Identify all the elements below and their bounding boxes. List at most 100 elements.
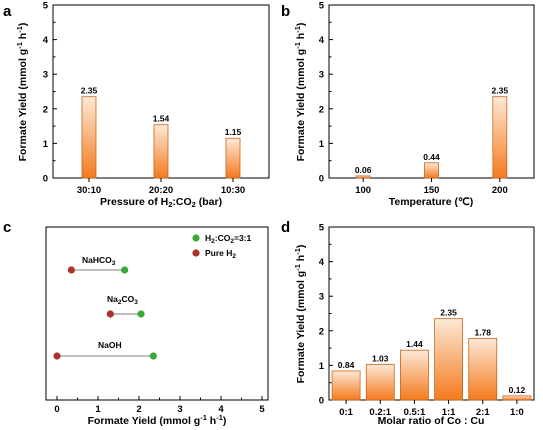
panel-a-x-title: Pressure of H2:CO2 (bar) xyxy=(100,196,222,209)
panel-a-bars: 2.35 1.54 1.15 xyxy=(81,86,242,179)
panel-c-point-pure-h2 xyxy=(106,310,114,318)
panel-b-y-tick-label: 1 xyxy=(319,139,325,150)
panel-a-y-axis: 0 1 2 3 4 5 xyxy=(43,1,57,185)
panel-b-x-tick-label: 100 xyxy=(355,185,371,196)
panel-d-bar xyxy=(434,318,463,401)
panel-d-y-title: Formate Yield (mmol g-1 h-1) xyxy=(293,245,307,384)
panel-a-data-label: 1.54 xyxy=(153,114,170,124)
panel-d-data-label: 0.84 xyxy=(338,360,355,370)
panel-letter-c: c xyxy=(3,219,11,236)
row-label-naoh: NaOH xyxy=(98,340,122,350)
panel-a-x-tick-label: 30:10 xyxy=(77,185,101,196)
panel-b-y-tick-label: 5 xyxy=(319,1,325,12)
panel-d-y-tick-label: 2 xyxy=(319,326,324,337)
panel-d-bar xyxy=(400,349,429,401)
panel-d-bar xyxy=(468,338,498,401)
panel-d-y-tick-label: 4 xyxy=(319,257,325,268)
panel-d-data-label: 1.78 xyxy=(474,327,491,337)
panel-d-bar xyxy=(365,363,395,401)
panel-d-x-tick-label: 1:0 xyxy=(510,407,524,418)
panel-b-x-axis: 100 150 200 xyxy=(355,178,508,196)
panel-a-data-label: 2.35 xyxy=(81,86,98,96)
panel-b-data-label: 0.06 xyxy=(355,165,372,175)
panel-c-point-pure-h2 xyxy=(53,352,61,360)
panel-a-y-title: Formate Yield (mmol g-1 h-1) xyxy=(15,23,29,162)
panel-b-y-tick-label: 4 xyxy=(319,35,325,46)
panel-c-x-tick-label: 1 xyxy=(95,404,101,415)
panel-a-y-tick-label: 4 xyxy=(43,35,49,46)
panel-b-y-tick-label: 2 xyxy=(319,104,324,115)
panel-d-data-label: 0.12 xyxy=(509,385,526,395)
panel-d-x-tick-label: 0.5:1 xyxy=(404,407,426,418)
panel-d-y-tick-label: 5 xyxy=(319,223,325,234)
panel-c-x-tick-label: 2 xyxy=(136,404,141,415)
panel-d-y-tick-label: 3 xyxy=(319,292,324,303)
panel-d-chart: 0 1 2 3 4 5 0.84 1.03 1.44 2.35 1.78 0.12 0:1 0.2:1… xyxy=(293,223,535,427)
panel-a-y-tick-label: 5 xyxy=(43,1,49,12)
panel-c-point-h2co2 xyxy=(149,352,157,360)
panel-b-chart: 0 1 2 3 4 5 0.06 0.44 2.35 100 150 200 Temperatur… xyxy=(293,1,535,208)
panel-d-x-tick-label: 2:1 xyxy=(476,407,490,418)
panel-c-point-h2co2 xyxy=(137,310,145,318)
panel-d-data-label: 1.44 xyxy=(406,339,423,349)
panel-d-data-label: 1.03 xyxy=(372,353,389,363)
panel-b-y-axis: 0 1 2 3 4 5 xyxy=(319,1,333,185)
panel-a-x-axis: 30:10 20:20 10:30 xyxy=(77,178,245,196)
panel-b-bar xyxy=(492,96,508,179)
panel-b-y-tick-label: 3 xyxy=(319,70,324,81)
panel-c-point-pure-h2 xyxy=(67,266,75,274)
panel-c-rows xyxy=(53,266,157,360)
legend-label-h2co2: H2:CO2=3:1 xyxy=(205,233,252,245)
panel-letter-a: a xyxy=(3,3,12,20)
panel-b-x-tick-label: 200 xyxy=(492,185,508,196)
panel-c-frame xyxy=(45,226,269,401)
panel-a-y-tick-label: 3 xyxy=(43,70,48,81)
panel-c-x-axis: 0 1 2 3 4 5 xyxy=(54,396,265,415)
row-label-na2co3: Na2CO3 xyxy=(107,294,138,306)
panel-a-y-tick-label: 1 xyxy=(43,139,49,150)
panel-c-legend: H2:CO2=3:1 Pure H2 xyxy=(192,233,252,260)
panel-a-bar xyxy=(225,137,241,179)
row-label-nahco3: NaHCO3 xyxy=(82,255,116,267)
panel-d-bar xyxy=(331,370,361,401)
panel-a-x-tick-label: 10:30 xyxy=(221,185,245,196)
panel-d-bar xyxy=(502,395,532,401)
legend-marker-h2co2 xyxy=(192,234,200,242)
panel-b-bars: 0.06 0.44 2.35 xyxy=(355,86,509,179)
panel-d-x-tick-label: 0:1 xyxy=(339,407,353,418)
panel-a-bar xyxy=(153,124,169,179)
panel-c-x-tick-label: 0 xyxy=(54,404,59,415)
panel-b-x-tick-label: 150 xyxy=(424,185,440,196)
panel-b-bar xyxy=(355,175,371,179)
panel-d-y-axis: 0 1 2 3 4 5 xyxy=(319,223,333,407)
panel-d-x-title: Molar ratio of Co : Cu xyxy=(378,415,485,427)
panel-b-y-title: Formate Yield (mmol g-1 h-1) xyxy=(293,23,307,162)
legend-label-pure-h2: Pure H2 xyxy=(205,248,236,260)
panel-d-y-tick-label: 1 xyxy=(319,361,325,372)
panel-d-data-label: 2.35 xyxy=(440,308,457,318)
panel-a-data-label: 1.15 xyxy=(225,127,242,137)
panel-letter-b: b xyxy=(281,3,290,20)
panel-letter-d: d xyxy=(281,219,290,236)
panel-c-x-title: Formate Yield (mmol g-1 h-1) xyxy=(88,413,227,427)
panel-b-x-title: Temperature (℃) xyxy=(389,196,474,208)
panel-a-chart: 0 1 2 3 4 5 2.35 1.54 1.15 30:10 20:20 10:30 Pres… xyxy=(15,1,270,209)
legend-marker-pure-h2 xyxy=(192,249,200,257)
panel-b-data-label: 2.35 xyxy=(492,86,509,96)
panel-a-y-tick-label: 0 xyxy=(43,174,48,185)
panel-d-x-axis: 0:1 0.2:1 0.5:1 1:1 2:1 1:0 xyxy=(339,400,524,418)
panel-b-bar xyxy=(424,162,439,179)
panel-c-x-tick-label: 3 xyxy=(177,404,182,415)
panel-b-y-tick-label: 0 xyxy=(319,174,324,185)
panel-c-x-tick-label: 5 xyxy=(259,404,265,415)
panel-a-x-tick-label: 20:20 xyxy=(149,185,173,196)
panel-c-point-h2co2 xyxy=(121,266,129,274)
panel-d-bars: 0.84 1.03 1.44 2.35 1.78 0.12 xyxy=(331,308,532,401)
panel-d-x-tick-label: 1:1 xyxy=(442,407,456,418)
panel-c-x-tick-label: 4 xyxy=(218,404,224,415)
panel-d-x-tick-label: 0.2:1 xyxy=(369,407,391,418)
panel-a-y-tick-label: 2 xyxy=(43,104,48,115)
panel-a-bar xyxy=(81,96,97,179)
